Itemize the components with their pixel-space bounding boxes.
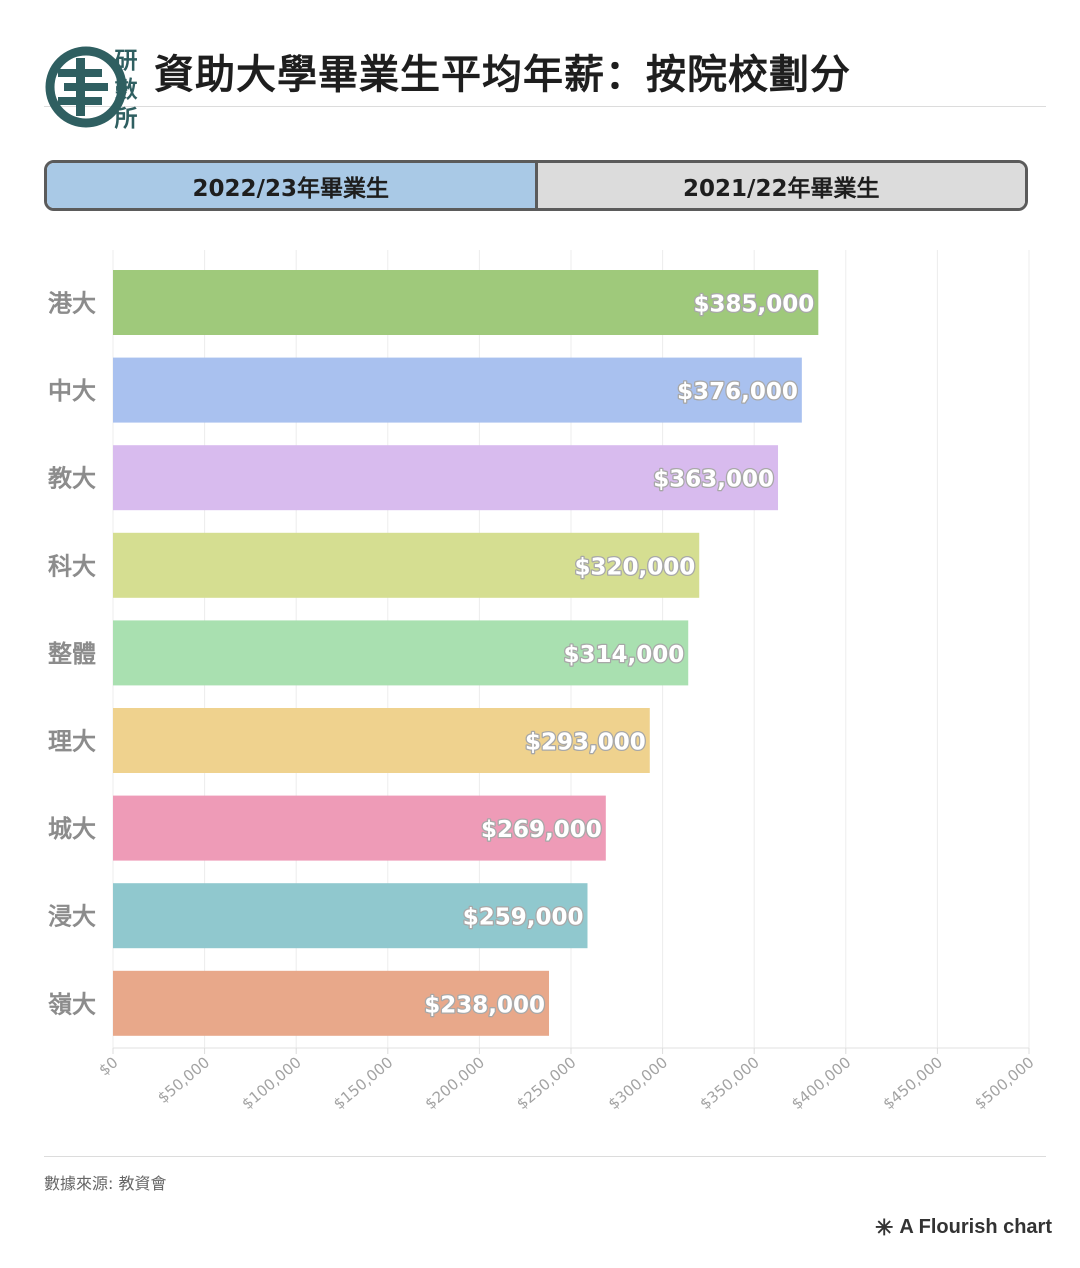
- tick-label: $200,000: [422, 1053, 488, 1113]
- data-label: $269,000: [481, 817, 602, 843]
- category-label: 城大: [48, 815, 96, 843]
- data-label: $314,000: [563, 642, 684, 668]
- data-label: $259,000: [463, 905, 584, 931]
- bar: [113, 620, 689, 686]
- bar: [113, 708, 650, 773]
- tick-label: $250,000: [513, 1053, 579, 1113]
- asterisk-icon: ✳: [874, 1214, 894, 1240]
- bar: [113, 883, 588, 949]
- year-toggle: 2022/23年畢業生 2021/22年畢業生: [44, 160, 1028, 211]
- data-label: $293,000: [525, 730, 646, 756]
- header: 研 數 所 資助大學畢業生平均年薪：按院校劃分: [44, 40, 1046, 132]
- category-label: 中大: [48, 377, 96, 405]
- footer-divider: [44, 1156, 1046, 1157]
- data-label: $376,000: [677, 379, 798, 405]
- tick-label: $500,000: [971, 1053, 1037, 1113]
- category-label: 嶺大: [48, 990, 96, 1018]
- bar: [113, 532, 700, 598]
- logo-char-3: 所: [115, 106, 138, 132]
- tick-label: $450,000: [880, 1053, 946, 1113]
- logo-char-1: 研: [115, 48, 138, 74]
- data-label: $363,000: [653, 467, 774, 493]
- flourish-credit[interactable]: ✳ A Flourish chart: [875, 1216, 1052, 1239]
- logo-char-2: 數: [115, 77, 138, 103]
- tick-label: $350,000: [696, 1053, 762, 1113]
- bar-chart: 港大 $385,000 中大 $376,000 教大 $363,000 科大 $320,000…: [48, 250, 1038, 1113]
- tick-label: $300,000: [605, 1053, 671, 1113]
- category-label: 科大: [48, 552, 96, 580]
- page-title: 資助大學畢業生平均年薪：按院校劃分: [154, 52, 851, 98]
- logo: 研 數 所: [45, 46, 138, 132]
- bar: [113, 445, 779, 511]
- tick-label: $50,000: [154, 1053, 213, 1107]
- category-label: 浸大: [48, 903, 96, 931]
- bar: [113, 357, 802, 423]
- tick-label: $100,000: [238, 1053, 304, 1113]
- category-label: 理大: [48, 728, 96, 756]
- category-label: 整體: [48, 640, 96, 668]
- tick-label: $150,000: [330, 1053, 396, 1113]
- data-label: $385,000: [694, 292, 815, 318]
- tick-label: $400,000: [788, 1053, 854, 1113]
- source-note: 數據來源: 教資會: [44, 1174, 167, 1193]
- tab-2022-23[interactable]: 2022/23年畢業生: [47, 163, 535, 208]
- category-label: 港大: [48, 290, 96, 318]
- bar: [113, 795, 606, 861]
- data-label: $238,000: [424, 992, 545, 1018]
- bar: [113, 270, 819, 335]
- tick-label: $0: [95, 1053, 121, 1079]
- tab-2021-22[interactable]: 2021/22年畢業生: [537, 163, 1025, 208]
- category-label: 教大: [48, 465, 96, 493]
- bar: [113, 970, 550, 1036]
- data-label: $320,000: [574, 554, 695, 580]
- toggle-divider: [534, 163, 538, 208]
- credit-label: A Flourish chart: [899, 1216, 1052, 1238]
